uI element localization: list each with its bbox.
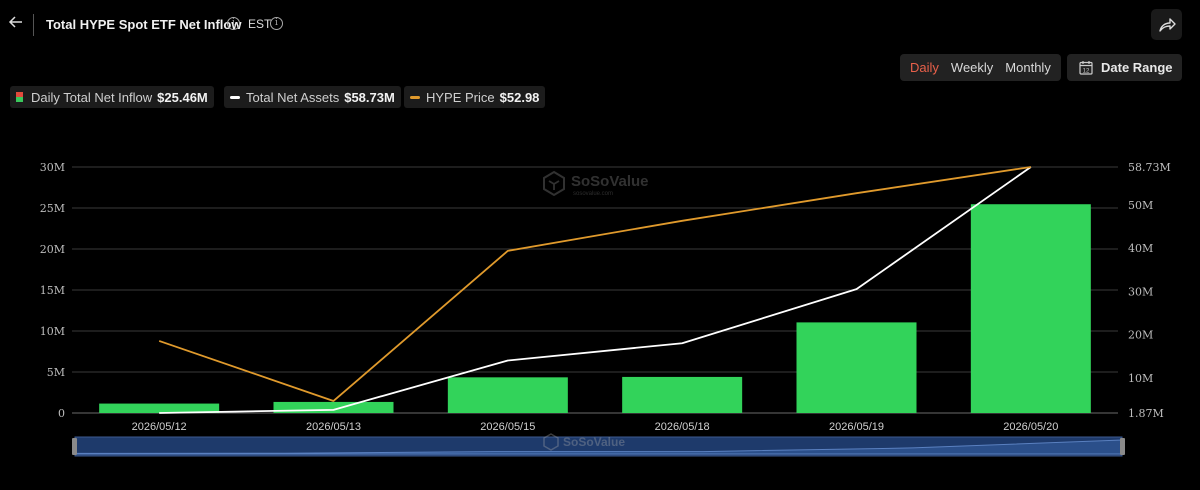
scroller-handle-right[interactable] <box>1120 438 1125 455</box>
timezone-info-icon[interactable]: i <box>270 17 283 30</box>
line-swatch <box>230 95 240 99</box>
page-title: Total HYPE Spot ETF Net Inflow <box>46 17 242 32</box>
legend-hype-price[interactable]: HYPE Price $52.98 <box>404 86 546 108</box>
legend-value: $52.98 <box>499 89 540 105</box>
info-icon[interactable]: i <box>227 17 240 30</box>
legend-value: $25.46M <box>157 89 208 105</box>
net-assets-line <box>159 166 1032 414</box>
bar-swatch <box>16 92 23 102</box>
x-tick-label: 2026/05/19 <box>829 421 884 433</box>
series-lines <box>158 166 1032 414</box>
date-range-label: Date Range <box>1101 60 1173 75</box>
x-tick-label: 2026/05/15 <box>480 421 535 433</box>
tab-monthly[interactable]: Monthly <box>1005 60 1051 75</box>
bar <box>447 377 568 413</box>
left-tick-label: 25M <box>40 202 65 215</box>
bar <box>99 403 220 413</box>
left-tick-label: 20M <box>40 243 65 256</box>
bar <box>622 376 743 413</box>
right-axis-ticks: 1.87M 10M 20M 30M 40M 50M 58.73M <box>1128 161 1171 420</box>
share-button[interactable] <box>1151 9 1182 40</box>
bars <box>99 204 1091 413</box>
x-tick-label: 2026/05/20 <box>1003 421 1058 433</box>
legend-value: $58.73M <box>344 89 395 105</box>
bar <box>796 322 917 413</box>
x-tick-label: 2026/05/13 <box>306 421 361 433</box>
scroller-watermark-brand: SoSoValue <box>563 435 625 449</box>
x-axis-ticks: 2026/05/12 2026/05/13 2026/05/15 2026/05/18… <box>132 421 1059 433</box>
right-tick-label: 58.73M <box>1128 161 1171 174</box>
tab-weekly[interactable]: Weekly <box>950 60 994 75</box>
date-range-button[interactable]: 12 Date Range <box>1067 54 1182 81</box>
watermark: SoSoValue sosovalue.com <box>543 170 649 197</box>
left-tick-label: 0 <box>58 407 65 420</box>
right-tick-label: 50M <box>1128 199 1153 212</box>
scroller-handle-left[interactable] <box>72 438 77 455</box>
left-tick-label: 10M <box>40 325 65 338</box>
left-tick-label: 15M <box>40 284 65 297</box>
chart-header: Total HYPE Spot ETF Net Inflow i EST i <box>0 0 1200 50</box>
header-divider <box>33 14 34 36</box>
zoom-scroller: SoSoValue <box>72 433 1125 457</box>
bar <box>970 204 1091 413</box>
right-tick-label: 40M <box>1128 242 1153 255</box>
svg-text:12: 12 <box>1083 69 1090 75</box>
legend-label: Total Net Assets <box>246 89 340 105</box>
x-tick-label: 2026/05/18 <box>655 421 710 433</box>
timezone-label: EST <box>248 17 272 31</box>
bar <box>273 401 394 413</box>
sosovalue-logo-icon <box>543 170 565 197</box>
watermark-brand: SoSoValue <box>571 173 649 190</box>
scroller-watermark: SoSoValue <box>543 433 625 451</box>
tab-daily[interactable]: Daily <box>910 60 939 75</box>
share-icon <box>1158 17 1176 32</box>
left-axis-ticks: 0 5M 10M 15M 20M 25M 30M <box>40 161 65 420</box>
line-swatch <box>410 95 420 99</box>
back-arrow-icon[interactable] <box>8 14 26 34</box>
right-tick-label: 10M <box>1128 372 1153 385</box>
sosovalue-logo-icon <box>543 433 559 451</box>
x-tick-label: 2026/05/12 <box>132 421 187 433</box>
left-tick-label: 5M <box>47 366 65 379</box>
legend-daily-inflow[interactable]: Daily Total Net Inflow $25.46M <box>10 86 214 108</box>
left-tick-label: 30M <box>40 161 65 174</box>
legend-label: Daily Total Net Inflow <box>31 89 153 105</box>
watermark-site: sosovalue.com <box>573 191 613 197</box>
grid-lines <box>72 166 1118 414</box>
hype-price-line <box>158 166 1031 402</box>
legend-label: HYPE Price <box>426 89 495 105</box>
right-tick-label: 1.87M <box>1128 407 1164 420</box>
right-tick-label: 30M <box>1128 285 1153 298</box>
right-tick-label: 20M <box>1128 329 1153 342</box>
calendar-icon: 12 <box>1079 61 1093 75</box>
legend-net-assets[interactable]: Total Net Assets $58.73M <box>224 86 401 108</box>
period-selector: Daily Weekly Monthly <box>900 54 1061 81</box>
